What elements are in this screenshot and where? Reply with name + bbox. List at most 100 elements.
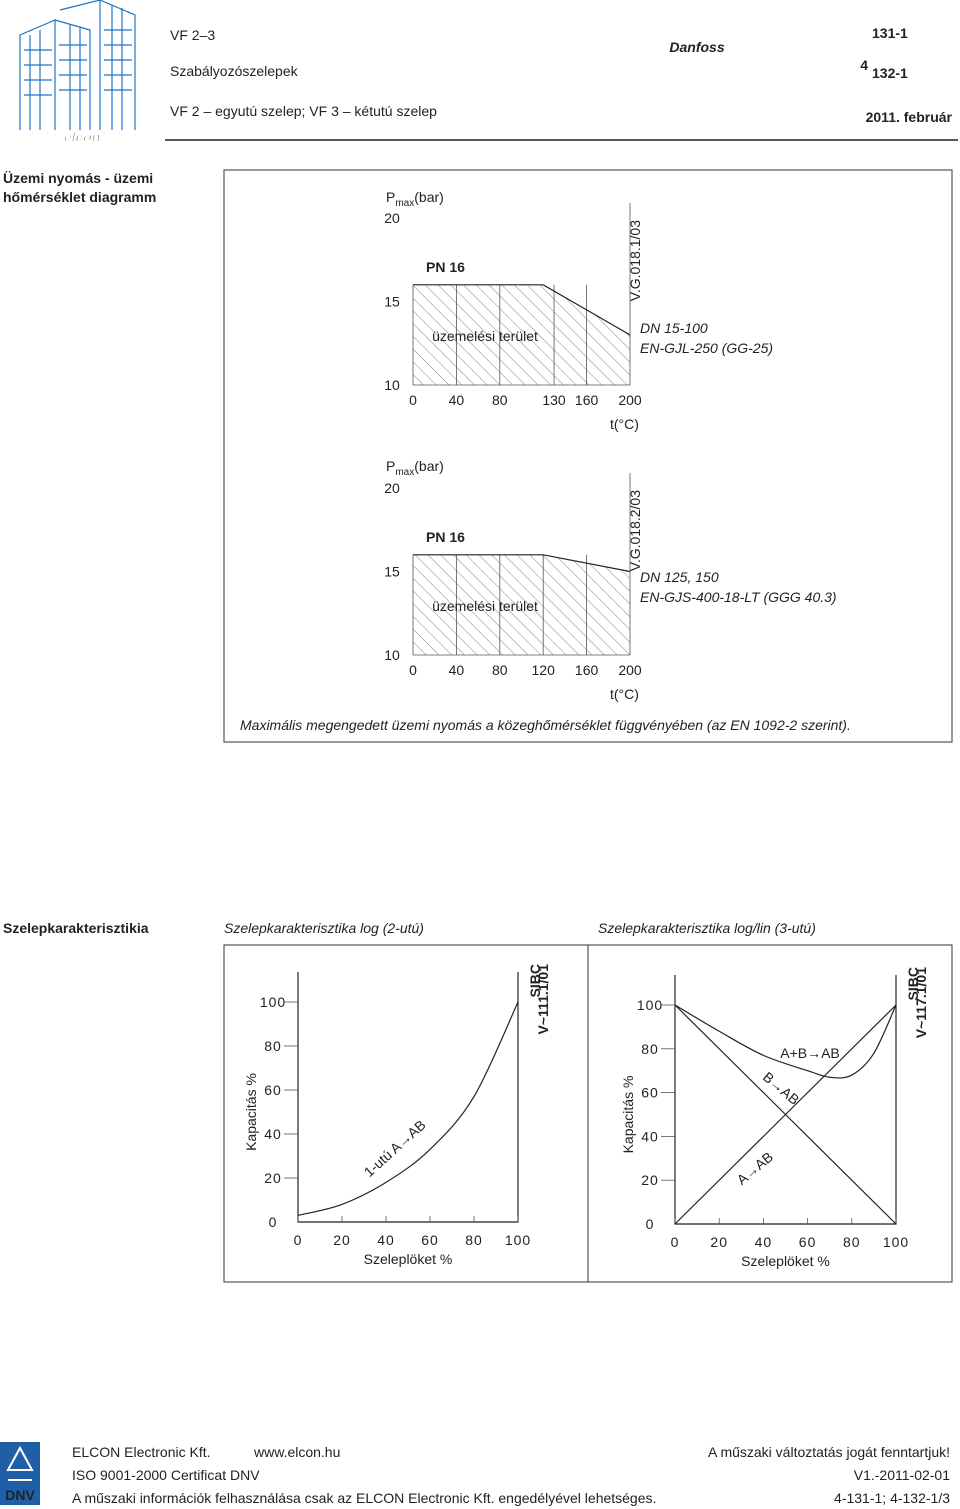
x-tick-label: 0 [294, 1232, 303, 1248]
title: VF 2–3 [170, 27, 215, 43]
page-ref: 4-131-1; 4-132-1/3 [834, 1490, 950, 1506]
note: EN-GJL-250 (GG-25) [640, 340, 773, 356]
brand-logo: Danfoss [669, 39, 724, 55]
x-tick-label: 60 [421, 1232, 439, 1248]
x-tick-label: 0 [671, 1234, 680, 1250]
y-tick-label: 20 [641, 1172, 659, 1188]
operating-area [413, 284, 630, 385]
y-tick-label: 60 [264, 1082, 282, 1098]
x-tick-label: 100 [883, 1234, 909, 1250]
y-tick-label: 80 [264, 1038, 282, 1054]
x-axis-label: Szeleplöket % [364, 1251, 453, 1267]
y-tick-label: 80 [641, 1041, 659, 1057]
y-tick-label: 0 [269, 1214, 278, 1230]
x-tick-label: 40 [449, 662, 465, 678]
x-tick-label: 160 [575, 392, 599, 408]
sheet-code: 132-1 [872, 65, 908, 81]
x-axis-label: t(°C) [610, 416, 639, 432]
axes [297, 972, 519, 1223]
footer-logo-mark [6, 1445, 34, 1481]
caption: Maximális megengedett üzemi nyomás a köz… [240, 717, 851, 733]
y-tick-label: 20 [384, 480, 400, 496]
x-tick-label: 100 [505, 1232, 531, 1248]
x-tick-label: 40 [755, 1234, 773, 1250]
note: EN-GJS-400-18-LT (GGG 40.3) [640, 589, 837, 605]
axes [674, 975, 897, 1225]
y-tick-label: 60 [641, 1085, 659, 1101]
y-tick-label: 10 [384, 647, 400, 663]
y-tick-label: 15 [384, 294, 400, 310]
certificate: ISO 9001-2000 Certificat DNV [72, 1467, 260, 1483]
curve-label: A→AB [734, 1149, 776, 1188]
operating-area [413, 554, 630, 655]
x-tick-label: 200 [618, 662, 642, 678]
y-label-unit: (bar) [414, 189, 444, 205]
footer-logo-text: DNV [5, 1487, 35, 1503]
logo-text: elcon [64, 129, 101, 145]
x-axis-label: Szeleplöket % [741, 1253, 830, 1269]
drawing-code: V.G.018.1/03 [627, 220, 643, 301]
x-tick-label: 40 [449, 392, 465, 408]
version: V1.-2011-02-01 [854, 1467, 950, 1483]
x-tick-label: 200 [618, 392, 642, 408]
subtitle: Szabályozószelepek [170, 63, 299, 79]
characteristic-curve [674, 1004, 897, 1079]
x-tick-label: 120 [532, 662, 556, 678]
curve-label: B→AB [760, 1069, 802, 1108]
y-tick-label: 10 [384, 377, 400, 393]
characteristic-curve [297, 1001, 519, 1216]
drawing-code: SIBC [905, 967, 921, 1000]
x-tick-label: 40 [377, 1232, 395, 1248]
rating: PN 16 [426, 529, 465, 545]
y-tick-label: 0 [646, 1216, 655, 1232]
y-label-sub: max [395, 198, 414, 209]
sheet-number: 4 [860, 57, 868, 73]
date: 2011. február [866, 109, 953, 125]
website[interactable]: www.elcon.hu [253, 1444, 340, 1460]
x-tick-label: 80 [843, 1234, 861, 1250]
y-label: P [386, 458, 395, 474]
footer-logo [0, 1442, 40, 1505]
area-label: üzemelési terület [432, 328, 538, 344]
drawing-code: V.G.018.2/03 [627, 490, 643, 571]
chart-title: Szelepkarakterisztika log/lin (3-utú) [598, 920, 816, 936]
diagram-frame [223, 169, 953, 743]
note: DN 125, 150 [640, 569, 719, 585]
y-label-unit: (bar) [414, 458, 444, 474]
chart-title: Szelepkarakterisztika log (2-utú) [224, 920, 424, 936]
y-tick-label: 100 [637, 997, 663, 1013]
y-tick-label: 40 [264, 1126, 282, 1142]
rights: A műszaki változtatás jogát fenntartjuk! [708, 1444, 950, 1460]
area-label: üzemelési terület [432, 598, 538, 614]
y-tick-label: 100 [260, 994, 286, 1010]
pressure-curve [413, 554, 631, 573]
company: ELCON Electronic Kft. [72, 1444, 211, 1460]
section-label: hőmérséklet diagramm [3, 189, 156, 205]
x-axis-label: t(°C) [610, 686, 639, 702]
section-label: Szelepkarakterisztikia [3, 920, 149, 936]
drawing-code: SIBC [527, 964, 543, 997]
x-tick-label: 0 [409, 662, 417, 678]
x-tick-label: 160 [575, 662, 599, 678]
x-tick-label: 80 [492, 662, 508, 678]
y-tick-label: 20 [384, 210, 400, 226]
y-tick-label: 20 [264, 1170, 282, 1186]
x-tick-label: 130 [542, 392, 566, 408]
curve-label: A+B→AB [780, 1045, 840, 1061]
y-label-sub: max [395, 467, 414, 478]
x-tick-label: 80 [465, 1232, 483, 1248]
x-tick-label: 20 [333, 1232, 351, 1248]
y-tick-label: 15 [384, 564, 400, 580]
notice: A műszaki információk felhasználása csak… [72, 1490, 656, 1506]
y-label: P [386, 189, 395, 205]
y-axis-label: Kapacitás % [243, 1073, 259, 1151]
x-tick-label: 0 [409, 392, 417, 408]
x-tick-label: 20 [710, 1234, 728, 1250]
curve-label: 1-utú A→AB [361, 1117, 429, 1180]
y-axis-label: Pmax(bar) [386, 458, 444, 478]
elcon-logo [19, 0, 136, 130]
x-tick-label: 60 [799, 1234, 817, 1250]
drawing-code: V~111.1/01 [535, 964, 551, 1035]
